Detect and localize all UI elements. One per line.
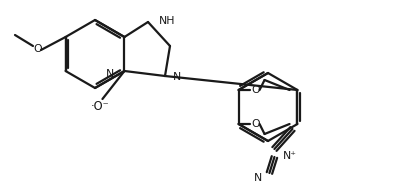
Text: N: N [254, 173, 262, 183]
Text: N: N [173, 72, 181, 82]
Text: O: O [34, 44, 42, 54]
Text: ·O⁻: ·O⁻ [91, 100, 110, 113]
Text: N⁺: N⁺ [283, 151, 297, 161]
Text: NH: NH [159, 16, 176, 26]
Text: N: N [106, 69, 115, 79]
Text: O: O [252, 85, 260, 95]
Text: O: O [252, 119, 260, 129]
